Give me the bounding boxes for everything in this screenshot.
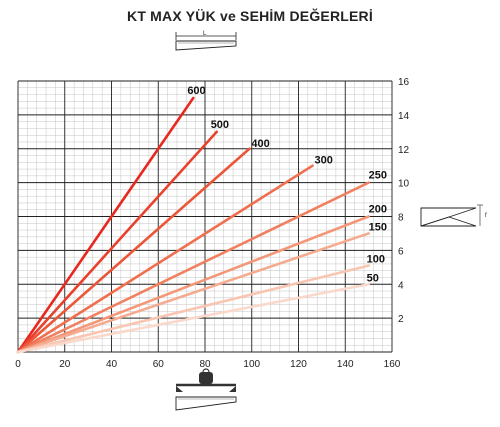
series-lines xyxy=(16,96,370,354)
y-tick-label: 12 xyxy=(398,145,410,156)
series-line-300 xyxy=(16,164,314,354)
y-tick-label: 2 xyxy=(398,314,404,325)
x-tick-labels: 0 20 40 60 80 100 120 140 160 xyxy=(15,359,401,370)
series-label-500: 500 xyxy=(211,119,229,131)
y-tick-label: 8 xyxy=(398,213,404,224)
length-label: L xyxy=(203,31,207,37)
load-weight-icon xyxy=(175,368,237,411)
series-labels: 600 500 400 300 250 200 150 100 50 xyxy=(187,85,387,284)
series-label-250: 250 xyxy=(369,170,387,182)
x-tick-label: 160 xyxy=(384,359,401,370)
series-label-300: 300 xyxy=(315,155,333,167)
series-label-400: 400 xyxy=(251,138,269,150)
series-label-100: 100 xyxy=(367,254,385,266)
y-tick-label: 10 xyxy=(398,179,410,190)
x-tick-label: 100 xyxy=(243,359,260,370)
series-line-250 xyxy=(16,181,370,354)
x-tick-label: 120 xyxy=(290,359,307,370)
y-tick-labels: 2 4 6 8 10 12 14 16 xyxy=(398,77,410,325)
series-line-600 xyxy=(16,96,195,354)
y-tick-label: 16 xyxy=(398,77,410,88)
y-tick-label: 4 xyxy=(398,280,404,291)
series-line-200 xyxy=(16,215,370,354)
x-tick-label: 80 xyxy=(199,359,211,370)
x-tick-label: 140 xyxy=(337,359,354,370)
x-tick-label: 40 xyxy=(106,359,118,370)
x-tick-label: 0 xyxy=(15,359,21,370)
series-label-600: 600 xyxy=(187,85,205,97)
series-label-150: 150 xyxy=(369,221,387,233)
series-line-50 xyxy=(16,282,370,354)
y-tick-label: 14 xyxy=(398,111,410,122)
series-line-500 xyxy=(16,130,218,354)
series-label-200: 200 xyxy=(369,204,387,216)
x-tick-label: 60 xyxy=(153,359,165,370)
deflection-label: f xyxy=(485,213,487,219)
beam-length-icon: L xyxy=(175,31,237,51)
y-tick-label: 6 xyxy=(398,246,404,257)
series-line-400 xyxy=(16,147,251,354)
series-label-50: 50 xyxy=(367,272,379,284)
x-tick-label: 20 xyxy=(59,359,71,370)
series-line-150 xyxy=(16,232,370,354)
chart-title: KT MAX YÜK ve SEHİM DEĞERLERİ xyxy=(127,8,373,24)
series-line-100 xyxy=(16,264,370,354)
deflection-icon: f xyxy=(420,204,487,227)
